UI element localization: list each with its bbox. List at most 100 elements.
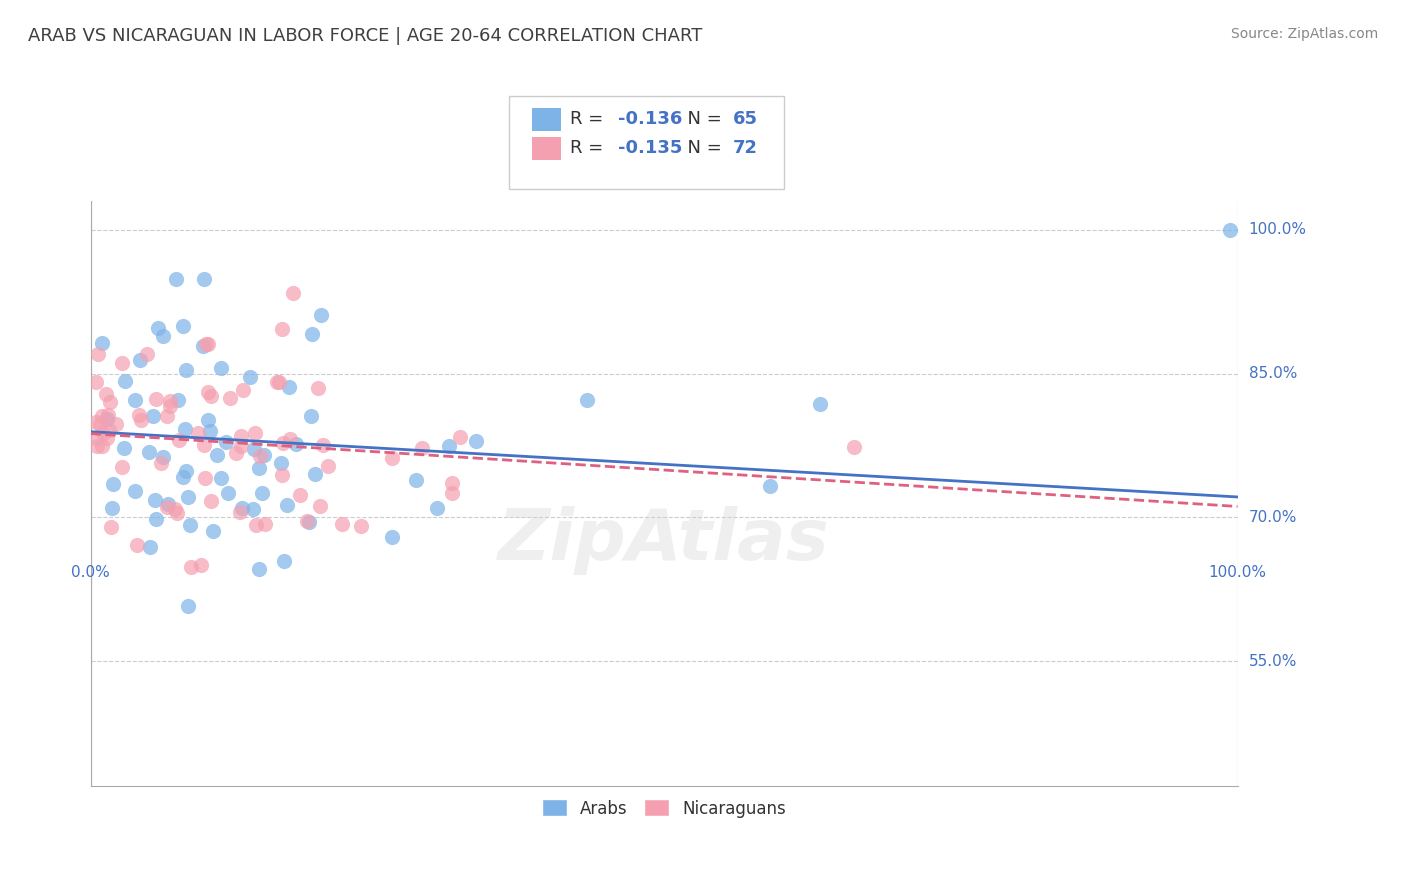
Nicaraguans xyxy=(231,439,253,453)
Arabs xyxy=(152,329,174,343)
Nicaraguans xyxy=(98,395,121,409)
Text: ZipAtlas: ZipAtlas xyxy=(498,506,830,574)
Nicaraguans xyxy=(195,337,218,351)
Arabs xyxy=(114,374,136,388)
Nicaraguans xyxy=(295,514,318,528)
Nicaraguans xyxy=(187,425,209,440)
Arabs xyxy=(146,320,169,334)
Arabs xyxy=(202,524,225,538)
Arabs xyxy=(112,442,135,456)
Nicaraguans xyxy=(288,488,311,502)
Nicaraguans xyxy=(270,467,292,482)
Nicaraguans xyxy=(197,336,219,351)
Text: 70.0%: 70.0% xyxy=(1249,510,1296,524)
Nicaraguans xyxy=(281,285,304,300)
Arabs xyxy=(426,500,449,515)
Arabs xyxy=(174,422,197,436)
Arabs xyxy=(129,352,152,367)
Nicaraguans xyxy=(229,429,252,443)
Nicaraguans xyxy=(86,375,108,389)
Nicaraguans xyxy=(228,505,250,519)
Arabs xyxy=(231,501,253,516)
Nicaraguans xyxy=(253,517,276,532)
Nicaraguans xyxy=(86,438,108,452)
Arabs xyxy=(172,469,194,483)
Nicaraguans xyxy=(89,417,111,432)
Nicaraguans xyxy=(159,399,181,413)
Arabs xyxy=(247,561,270,575)
Nicaraguans xyxy=(180,560,202,574)
Arabs xyxy=(174,464,197,478)
Nicaraguans xyxy=(97,409,120,423)
Arabs xyxy=(808,397,831,411)
Arabs xyxy=(299,409,322,424)
Arabs xyxy=(193,339,215,353)
Nicaraguans xyxy=(349,519,371,533)
Arabs xyxy=(205,448,228,462)
Arabs xyxy=(124,393,146,408)
Nicaraguans xyxy=(86,415,108,429)
Nicaraguans xyxy=(163,502,186,516)
FancyBboxPatch shape xyxy=(509,95,785,189)
Text: 65: 65 xyxy=(733,111,758,128)
Arabs xyxy=(156,497,179,511)
Arabs xyxy=(253,449,276,463)
Text: Source: ZipAtlas.com: Source: ZipAtlas.com xyxy=(1230,27,1378,41)
Nicaraguans xyxy=(156,409,179,423)
Arabs xyxy=(759,479,782,493)
Nicaraguans xyxy=(278,432,301,446)
Nicaraguans xyxy=(316,458,339,473)
Nicaraguans xyxy=(194,471,217,485)
Text: ARAB VS NICARAGUAN IN LABOR FORCE | AGE 20-64 CORRELATION CHART: ARAB VS NICARAGUAN IN LABOR FORCE | AGE … xyxy=(28,27,703,45)
Nicaraguans xyxy=(245,518,267,533)
Arabs xyxy=(273,554,295,568)
Arabs xyxy=(179,517,201,532)
Nicaraguans xyxy=(145,392,167,406)
Text: N =: N = xyxy=(675,139,727,158)
Nicaraguans xyxy=(267,376,290,390)
Nicaraguans xyxy=(111,356,134,370)
Arabs xyxy=(209,360,232,375)
Arabs xyxy=(304,467,326,481)
Arabs xyxy=(247,461,270,475)
Nicaraguans xyxy=(449,430,471,444)
Arabs xyxy=(250,485,273,500)
Nicaraguans xyxy=(440,475,463,490)
Arabs xyxy=(176,491,198,505)
Nicaraguans xyxy=(97,423,120,437)
Arabs xyxy=(405,473,427,487)
Nicaraguans xyxy=(381,450,404,465)
Arabs xyxy=(242,502,264,516)
Arabs xyxy=(152,450,174,464)
Nicaraguans xyxy=(309,499,332,513)
Text: 85.0%: 85.0% xyxy=(1249,366,1296,381)
Nicaraguans xyxy=(149,456,172,470)
Nicaraguans xyxy=(193,438,215,452)
Arabs xyxy=(270,456,292,470)
Arabs xyxy=(197,413,219,427)
Arabs xyxy=(124,484,146,499)
Nicaraguans xyxy=(91,439,114,453)
Nicaraguans xyxy=(129,413,152,427)
Nicaraguans xyxy=(197,384,219,399)
Text: 100.0%: 100.0% xyxy=(1249,222,1306,237)
Text: 100.0%: 100.0% xyxy=(1209,566,1267,580)
Text: -0.135: -0.135 xyxy=(619,139,682,158)
Nicaraguans xyxy=(159,394,181,409)
Arabs xyxy=(464,434,486,448)
Arabs xyxy=(142,409,165,424)
Arabs xyxy=(298,516,321,530)
Nicaraguans xyxy=(225,446,247,460)
Nicaraguans xyxy=(271,322,294,336)
Arabs xyxy=(575,392,598,407)
Arabs xyxy=(165,271,187,285)
Nicaraguans xyxy=(100,520,122,534)
Nicaraguans xyxy=(200,493,222,508)
Nicaraguans xyxy=(266,375,288,389)
Arabs xyxy=(167,393,190,408)
Nicaraguans xyxy=(307,381,329,395)
Arabs xyxy=(278,379,301,393)
Arabs xyxy=(143,492,166,507)
Arabs xyxy=(172,319,194,334)
Arabs xyxy=(91,335,114,350)
